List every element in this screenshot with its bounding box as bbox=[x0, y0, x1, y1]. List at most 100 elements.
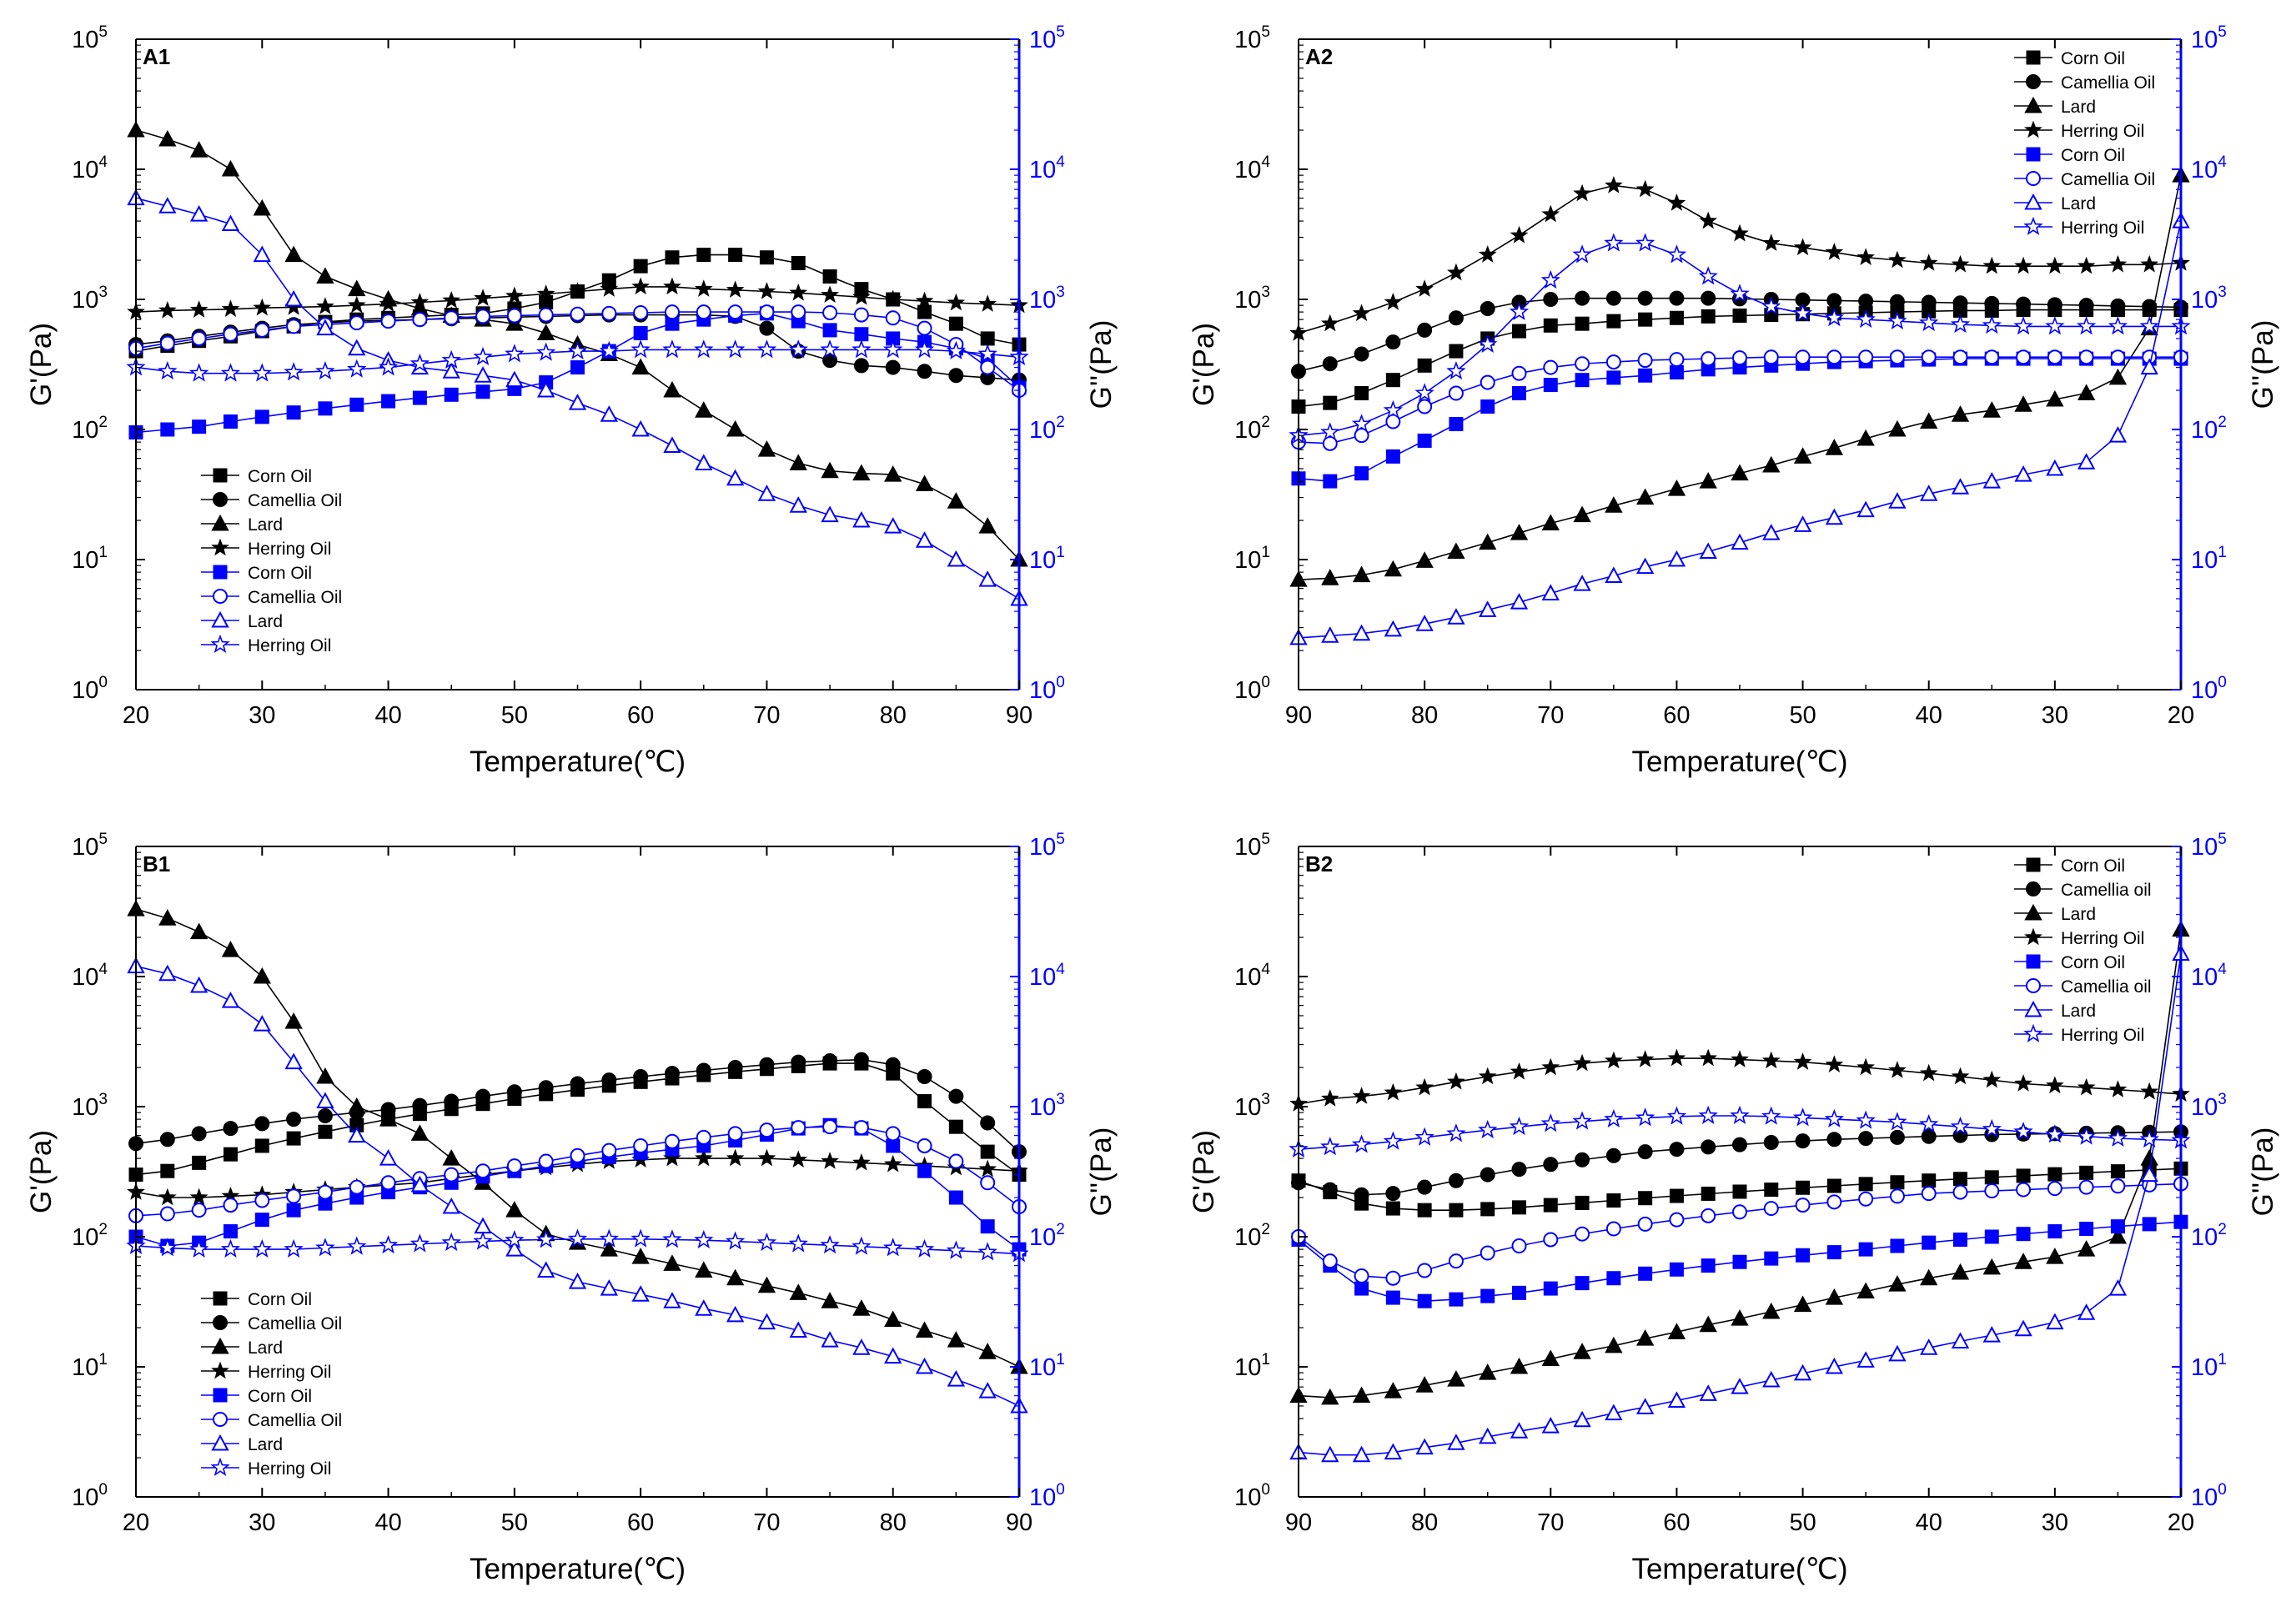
data-point bbox=[1637, 290, 1653, 306]
y-tick-exponent: 3 bbox=[1261, 284, 1270, 301]
x-tick-label: 40 bbox=[1916, 702, 1942, 729]
legend-item: Lard bbox=[2014, 903, 2096, 924]
data-point bbox=[978, 1343, 997, 1359]
data-point bbox=[1732, 1184, 1747, 1199]
data-point bbox=[1793, 238, 1812, 256]
data-point bbox=[158, 1188, 177, 1206]
data-point bbox=[852, 339, 872, 359]
y-tick-base: 10 bbox=[1234, 417, 1261, 444]
data-point bbox=[1952, 349, 1968, 365]
data-point bbox=[1732, 350, 1747, 366]
data-point bbox=[221, 299, 240, 318]
data-point bbox=[1415, 551, 1434, 568]
x-tick-label: 50 bbox=[1789, 1509, 1816, 1536]
data-point bbox=[505, 1240, 524, 1257]
legend-item: Lard bbox=[201, 1337, 283, 1358]
data-point bbox=[254, 1116, 270, 1132]
data-point bbox=[1920, 1338, 1938, 1355]
data-point bbox=[192, 419, 207, 434]
data-point bbox=[1667, 550, 1686, 567]
legend-marker bbox=[210, 1457, 230, 1476]
data-point bbox=[2108, 254, 2128, 273]
data-point bbox=[158, 129, 177, 147]
data-point bbox=[1543, 1281, 1558, 1296]
data-point bbox=[759, 1057, 775, 1072]
data-point bbox=[600, 1278, 619, 1296]
data-point bbox=[1951, 1067, 1970, 1085]
y-tick-base: 10 bbox=[1234, 287, 1261, 314]
data-point bbox=[1511, 1162, 1527, 1178]
data-point bbox=[1951, 1263, 1970, 1280]
data-point bbox=[2046, 459, 2064, 476]
data-point bbox=[820, 1234, 840, 1254]
y2-tick-exponent: 4 bbox=[1056, 961, 1065, 978]
data-point bbox=[1858, 1191, 1874, 1207]
data-point bbox=[535, 342, 556, 361]
data-point bbox=[917, 364, 932, 379]
data-point bbox=[475, 1163, 491, 1179]
y2-tick-base: 10 bbox=[1029, 677, 1056, 704]
data-point bbox=[1796, 1180, 1811, 1195]
data-point bbox=[1512, 1200, 1526, 1215]
data-point bbox=[1321, 1445, 1339, 1463]
legend-item: Lard bbox=[2014, 193, 2096, 213]
x-tick-label: 80 bbox=[880, 702, 907, 729]
data-point bbox=[2108, 368, 2128, 385]
data-point bbox=[158, 301, 177, 319]
data-point bbox=[1605, 566, 1623, 583]
data-point bbox=[1984, 1183, 2000, 1199]
data-point bbox=[1414, 383, 1434, 402]
data-point bbox=[1417, 1179, 1433, 1195]
data-point bbox=[885, 1126, 901, 1142]
data-point bbox=[2108, 316, 2128, 335]
data-point bbox=[853, 1052, 869, 1067]
data-point bbox=[1667, 1323, 1686, 1339]
data-point bbox=[254, 409, 269, 424]
legend-label: Corn Oil bbox=[248, 1387, 312, 1406]
data-point bbox=[286, 1131, 301, 1146]
data-point bbox=[631, 1228, 651, 1248]
data-point bbox=[1385, 414, 1401, 429]
data-point bbox=[853, 358, 869, 374]
y-tick-base: 10 bbox=[1234, 1354, 1261, 1381]
data-point bbox=[158, 360, 178, 380]
series-lard-gdoubleprime bbox=[1289, 944, 2190, 1463]
y-tick-label: 102 bbox=[72, 1221, 108, 1251]
data-point bbox=[1449, 1203, 1464, 1218]
x-tick-label: 50 bbox=[1789, 702, 1816, 729]
data-point bbox=[1761, 234, 1781, 251]
y-tick-label: 100 bbox=[1234, 1481, 1270, 1511]
data-point bbox=[1541, 514, 1560, 531]
legend-label: Lard bbox=[2061, 98, 2096, 117]
data-point bbox=[1543, 1198, 1558, 1213]
data-point bbox=[1605, 354, 1621, 370]
data-point bbox=[914, 339, 935, 359]
legend-item: Corn Oil bbox=[201, 1387, 312, 1406]
x-tick-label: 80 bbox=[880, 1509, 907, 1536]
y2-tick-exponent: 5 bbox=[1056, 23, 1065, 41]
data-point bbox=[1480, 1202, 1495, 1217]
data-point bbox=[980, 1175, 996, 1191]
data-point bbox=[378, 357, 399, 376]
legend-label: Lard bbox=[248, 1435, 283, 1454]
data-point bbox=[286, 319, 302, 334]
data-point bbox=[1669, 1188, 1684, 1203]
y-tick-base: 10 bbox=[72, 547, 98, 574]
data-point bbox=[1699, 1048, 1718, 1067]
y-tick-exponent: 5 bbox=[98, 831, 108, 848]
data-point bbox=[1984, 1229, 1999, 1244]
data-point bbox=[947, 492, 966, 509]
data-point bbox=[1512, 386, 1526, 401]
data-point bbox=[253, 1015, 271, 1032]
data-point bbox=[915, 1357, 934, 1374]
data-point bbox=[946, 340, 967, 360]
data-point bbox=[1982, 1070, 2002, 1088]
data-point bbox=[1667, 1391, 1686, 1409]
data-point bbox=[1825, 508, 1844, 525]
data-point bbox=[664, 1133, 680, 1149]
legend-marker bbox=[213, 565, 228, 580]
data-point bbox=[158, 197, 177, 213]
data-point bbox=[475, 309, 491, 324]
